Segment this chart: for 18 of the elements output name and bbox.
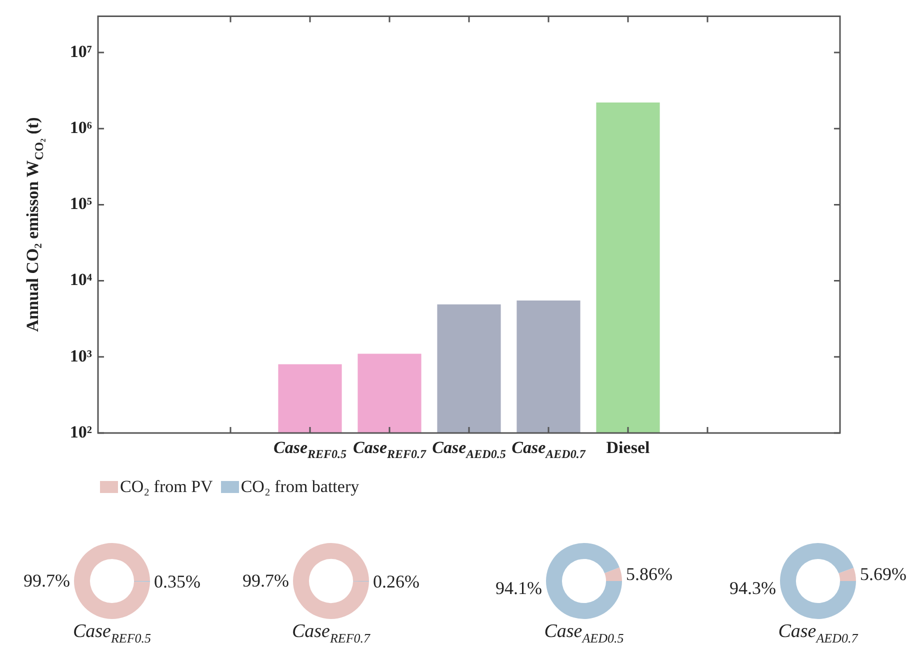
data-label: 5.86% [626,564,672,584]
data-label: 5.69% [860,564,906,584]
y-axis-title: Annual CO₂ emisson WCO₂ (t) [23,117,46,332]
legend-label: CO₂ from battery [240,477,360,497]
y-tick-label: 10³ [70,346,92,366]
y-tick-label: 10⁷ [70,42,92,61]
data-label: 99.7% [24,570,70,591]
data-label: 0.35% [154,571,200,592]
data-label: 94.3% [730,578,776,598]
legend-label: CO₂ from PV [120,477,213,497]
y-tick-label: 10² [70,422,92,442]
data-label: 99.7% [242,570,290,591]
data-label: 94.1% [496,578,542,598]
y-tick-label: 10⁶ [70,118,92,137]
y-tick-label: 10⁴ [70,270,92,290]
y-tick-label: 10⁵ [70,194,92,214]
data-label: 0.26% [373,571,420,592]
x-tick-label: Diesel [606,438,650,457]
